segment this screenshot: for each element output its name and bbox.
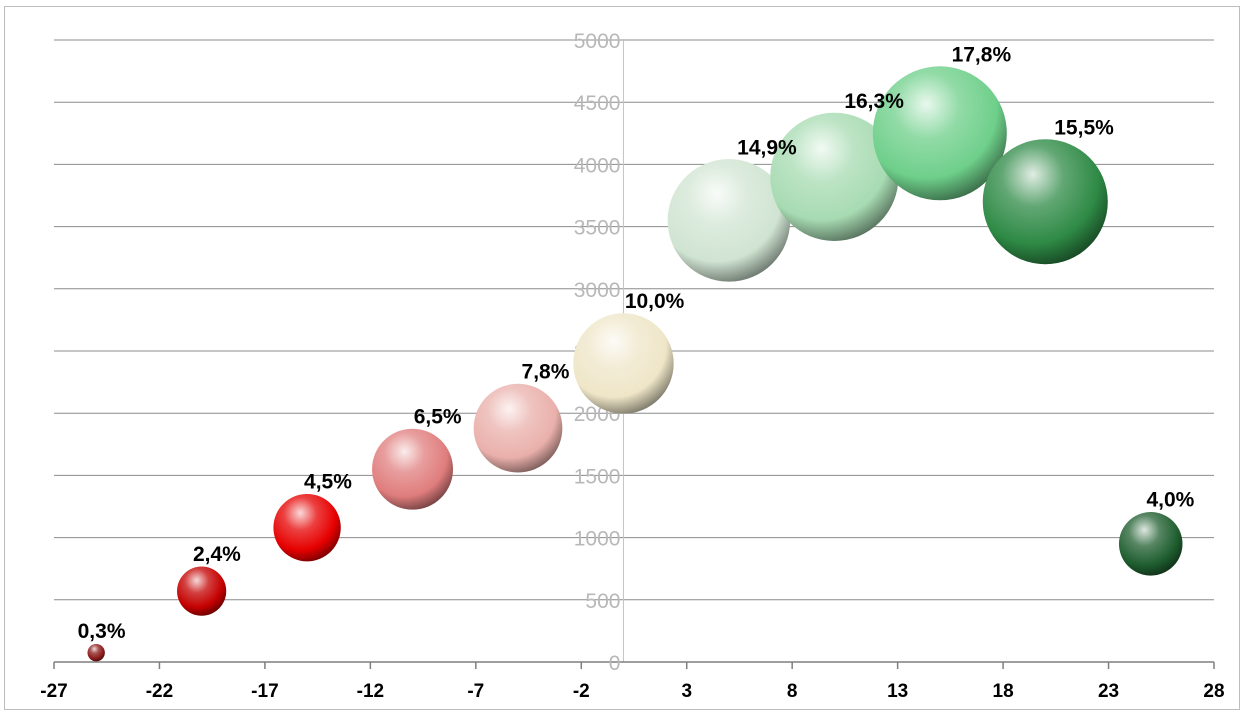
data-label: 7,8% bbox=[522, 361, 570, 384]
data-label: 0,3% bbox=[78, 620, 126, 643]
y-tick-label: 5000 bbox=[574, 30, 621, 53]
data-label: 17,8% bbox=[952, 44, 1012, 67]
data-label: 4,0% bbox=[1146, 489, 1194, 512]
x-tick-label: -12 bbox=[357, 681, 384, 702]
x-tick-label: -22 bbox=[146, 681, 173, 702]
bubble[interactable] bbox=[474, 384, 563, 473]
y-tick-label: 500 bbox=[585, 590, 620, 613]
data-label: 15,5% bbox=[1054, 116, 1114, 139]
x-tick-label: -2 bbox=[573, 681, 590, 702]
y-tick-label: 3000 bbox=[574, 279, 621, 302]
bubble[interactable] bbox=[1119, 512, 1183, 576]
y-tick-label: 1000 bbox=[574, 528, 621, 551]
y-tick-label: 3500 bbox=[574, 217, 621, 240]
x-tick-label: -7 bbox=[467, 681, 484, 702]
x-tick-labels: -27 -22 -17 -12 -7 -2 3 8 13 18 23 28 bbox=[40, 681, 1224, 702]
bubble[interactable] bbox=[573, 313, 673, 413]
x-tick-label: -17 bbox=[251, 681, 278, 702]
bubbles bbox=[87, 66, 1182, 661]
x-tick-label: 28 bbox=[1203, 681, 1224, 702]
data-label: 14,9% bbox=[737, 136, 797, 159]
y-tick-label: 4000 bbox=[574, 154, 621, 177]
bubble[interactable] bbox=[372, 429, 453, 510]
x-tick-label: 18 bbox=[993, 681, 1014, 702]
data-label: 16,3% bbox=[844, 90, 904, 113]
data-label: 6,5% bbox=[414, 406, 462, 429]
data-label: 4,5% bbox=[304, 471, 352, 494]
data-label: 2,4% bbox=[193, 543, 241, 566]
y-tick-label: 4500 bbox=[574, 92, 621, 115]
bubble[interactable] bbox=[87, 644, 104, 661]
x-tick-label: 13 bbox=[887, 681, 908, 702]
bubble[interactable] bbox=[177, 566, 226, 615]
x-tick-label: -27 bbox=[40, 681, 67, 702]
y-tick-label: 1500 bbox=[574, 465, 621, 488]
x-tick-label: 8 bbox=[787, 681, 798, 702]
bubble[interactable] bbox=[273, 494, 340, 561]
x-tick-label: 3 bbox=[681, 681, 692, 702]
data-label: 10,0% bbox=[625, 290, 685, 313]
y-tick-label: 0 bbox=[609, 652, 621, 675]
x-tick-label: 23 bbox=[1098, 681, 1119, 702]
bubble[interactable] bbox=[983, 139, 1108, 264]
